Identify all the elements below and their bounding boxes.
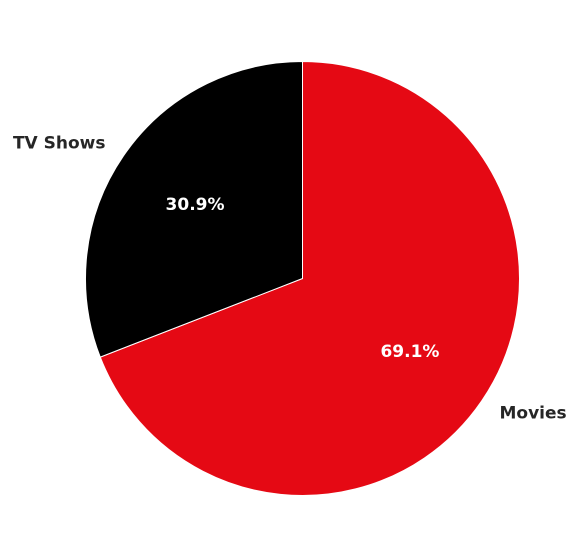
pie-slice-movies [99, 61, 520, 496]
pie-labels: Movies 69.1% TV Shows 30.9% [13, 134, 567, 424]
slice-label-movies: Movies [500, 403, 567, 423]
pie-slice-tv-shows [85, 61, 303, 358]
percent-label-movies: 69.1% [380, 342, 439, 362]
slice-label-tv-shows: TV Shows [13, 134, 106, 154]
pie-slices [85, 61, 520, 496]
percent-label-tv-shows: 30.9% [166, 195, 225, 215]
